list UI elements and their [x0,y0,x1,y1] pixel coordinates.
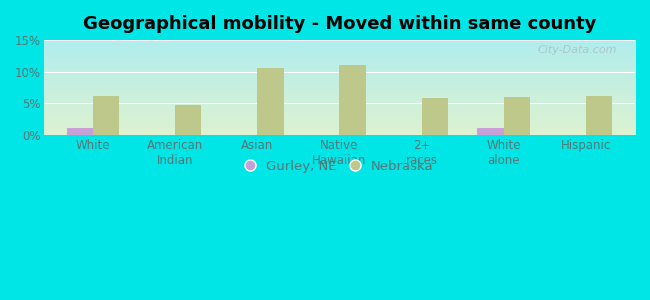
Bar [93,95,120,134]
Bar [477,128,504,134]
Bar [339,65,366,134]
Bar [421,98,448,134]
Bar [67,128,93,134]
Bar [586,96,612,134]
Bar [175,105,202,134]
Bar [504,97,530,134]
Legend: Gurley, NE, Nebraska: Gurley, NE, Nebraska [239,153,440,180]
Title: Geographical mobility - Moved within same county: Geographical mobility - Moved within sam… [83,15,596,33]
Bar [257,68,283,134]
Text: City-Data.com: City-Data.com [538,45,618,55]
